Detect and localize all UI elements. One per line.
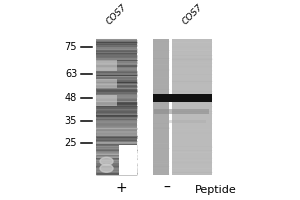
Text: Peptide: Peptide [194, 185, 236, 195]
Text: COS7: COS7 [105, 2, 129, 26]
Text: –: – [163, 181, 170, 195]
Bar [97, 39, 136, 175]
Text: 35: 35 [65, 116, 77, 126]
Bar [156, 120, 206, 123]
Text: +: + [116, 181, 128, 195]
Circle shape [100, 164, 113, 172]
Bar [153, 39, 169, 175]
Text: COS7: COS7 [181, 2, 205, 26]
Bar [153, 94, 212, 102]
Bar [97, 79, 117, 88]
Bar [97, 60, 117, 71]
Text: 63: 63 [65, 69, 77, 79]
Text: 25: 25 [65, 138, 77, 148]
Bar [172, 39, 212, 175]
Text: 75: 75 [65, 42, 77, 52]
Circle shape [100, 157, 113, 165]
Bar [118, 145, 136, 175]
Bar [154, 109, 209, 114]
Bar [97, 95, 117, 106]
Text: 48: 48 [65, 93, 77, 103]
